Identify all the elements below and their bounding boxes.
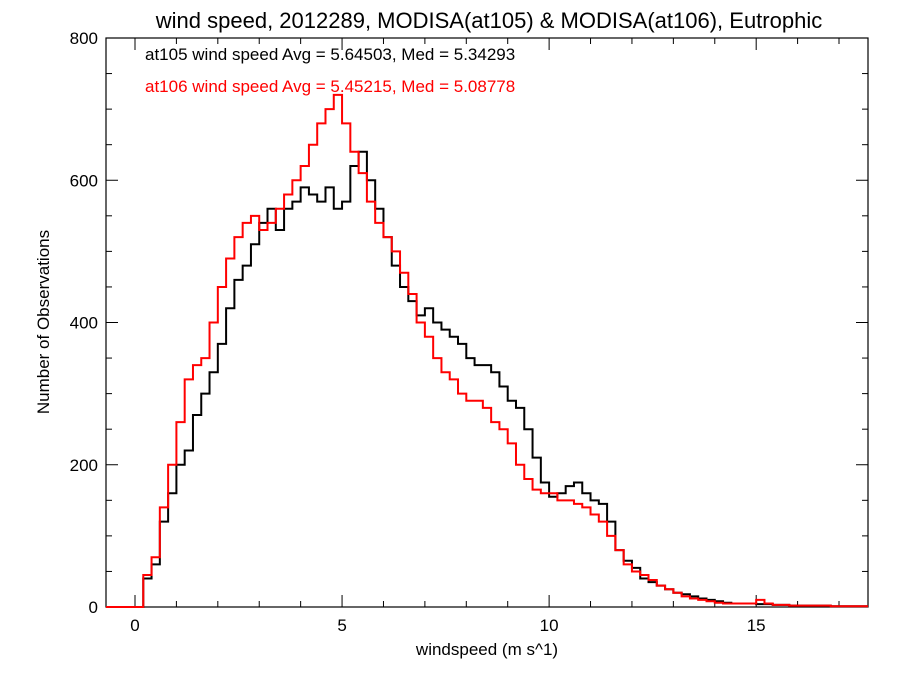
y-tick-label: 200: [70, 456, 98, 475]
chart-title: wind speed, 2012289, MODISA(at105) & MOD…: [155, 8, 822, 33]
y-tick-label: 600: [70, 171, 98, 190]
x-tick-label: 0: [130, 616, 139, 635]
plot-frame: [105, 37, 869, 608]
y-axis-label: Number of Observations: [34, 230, 53, 414]
series-at106-line: [106, 93, 868, 608]
annotation-at106: at106 wind speed Avg = 5.45215, Med = 5.…: [145, 77, 515, 96]
x-axis-label: windspeed (m s^1): [415, 640, 558, 659]
axis-ticks: [106, 37, 868, 608]
series-at105-line: [106, 150, 868, 608]
y-tick-label: 800: [70, 29, 98, 48]
x-tick-label: 15: [747, 616, 766, 635]
series-group: [106, 93, 868, 608]
annotation-at105: at105 wind speed Avg = 5.64503, Med = 5.…: [145, 45, 515, 64]
y-tick-label: 400: [70, 314, 98, 333]
y-tick-label: 0: [89, 598, 98, 617]
x-tick-label: 5: [337, 616, 346, 635]
x-tick-label: 10: [540, 616, 559, 635]
tick-labels: 0 5 10 15 0 200 400 600 800: [70, 29, 766, 635]
